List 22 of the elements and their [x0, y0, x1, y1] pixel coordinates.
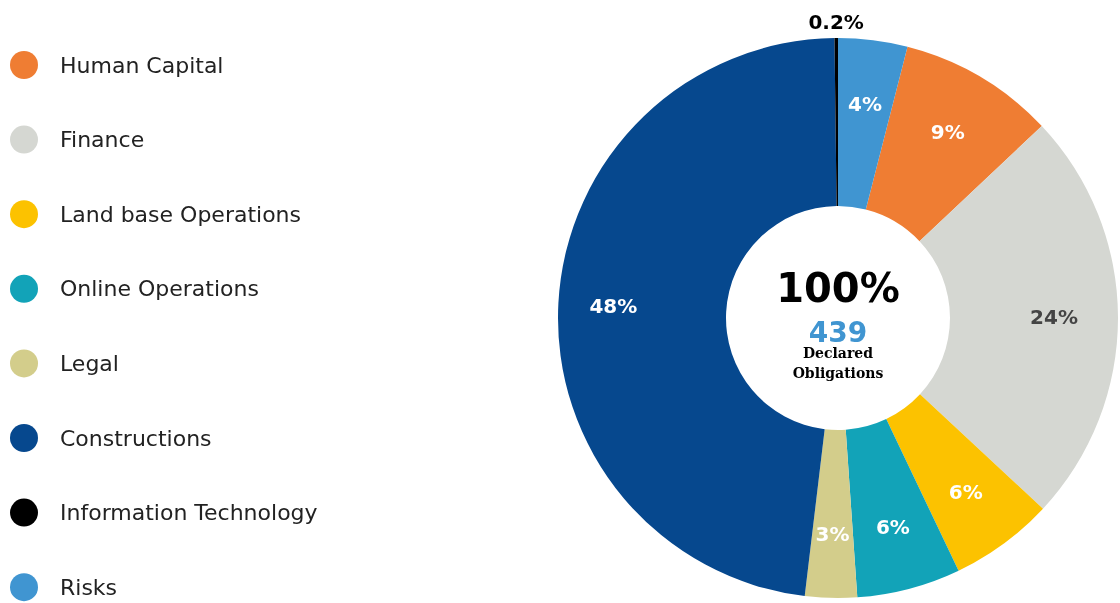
donut-slice [838, 38, 908, 210]
donut-slice [804, 429, 858, 598]
data-label: 9% [930, 119, 965, 144]
legend-label: Human Capital [60, 52, 224, 78]
data-label: 6% [875, 514, 910, 539]
legend-label: Information Technology [60, 500, 318, 526]
text: 100% [776, 265, 900, 311]
data-label: 0.2% [808, 10, 864, 35]
data-label: 48% [589, 294, 638, 319]
text: Declared Obligations [792, 345, 884, 381]
data-label: 24% [1030, 305, 1078, 330]
legend-label: Legal [60, 350, 119, 376]
donut-slice [919, 125, 1118, 509]
donut-slice [834, 38, 838, 207]
legend-label: Online Operations [60, 276, 259, 302]
legend-label: Land base Operations [60, 201, 302, 227]
data-label: 3% [815, 521, 850, 546]
legend-label: Risks [60, 574, 118, 600]
data-label: 6% [948, 480, 983, 505]
legend-label: Finance [60, 127, 145, 153]
data-label: 4% [848, 91, 882, 116]
legend-label: Constructions [60, 425, 212, 451]
